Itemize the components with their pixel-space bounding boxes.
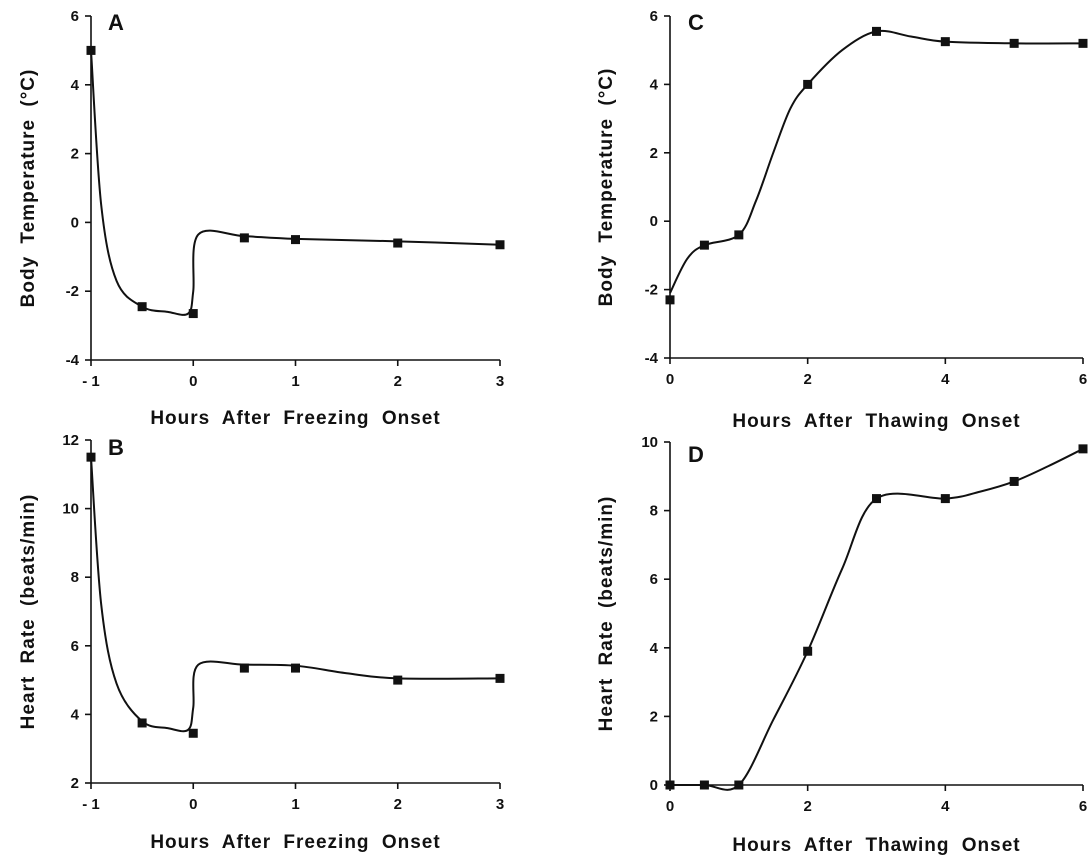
data-point	[872, 494, 881, 504]
y-tick-label: 0	[650, 777, 658, 794]
data-point	[291, 663, 300, 673]
panel-c: -4 -2 0 2 4 6 0 2 4 6 C Hours After Thawing Onset Bo…	[596, 8, 1088, 432]
data-point	[291, 235, 300, 245]
data-point	[1009, 476, 1019, 486]
y-axis-title: Heart Rate (beats/min)	[18, 494, 39, 730]
y-tick-label: 0	[650, 213, 658, 230]
y-tick-label: 8	[71, 569, 79, 586]
data-point	[393, 675, 403, 685]
x-tick-label: 1	[291, 796, 299, 813]
data-point	[1078, 444, 1088, 454]
y-tick-label: -2	[66, 283, 79, 300]
y-tick-label: -2	[645, 282, 658, 299]
y-tick-label: -4	[66, 352, 80, 369]
x-tick-label: 2	[394, 796, 402, 813]
data-point	[239, 233, 249, 243]
series-line	[90, 50, 501, 316]
data-point	[734, 780, 744, 790]
y-axis-title: Body Temperature (°C)	[18, 69, 39, 308]
y-tick-label: 8	[650, 503, 658, 520]
series-line	[669, 29, 1084, 294]
x-tick-label: 2	[803, 371, 811, 388]
x-tick-label: 3	[496, 796, 504, 813]
x-tick-label: - 1	[82, 373, 100, 390]
y-axis-title: Heart Rate (beats/min)	[596, 496, 617, 732]
x-tick-label: 6	[1079, 371, 1087, 388]
x-tick-label: 0	[189, 796, 197, 813]
data-point	[495, 673, 505, 683]
data-point	[1009, 38, 1019, 48]
x-tick-label: 3	[496, 373, 504, 390]
data-point	[665, 295, 675, 305]
x-tick-label: 0	[189, 373, 197, 390]
data-point	[188, 309, 198, 319]
data-point	[86, 452, 96, 462]
data-point	[188, 728, 198, 738]
x-tick-label: - 1	[82, 796, 100, 813]
y-tick-label: 4	[71, 706, 80, 723]
x-axis-title: Hours After Freezing Onset	[150, 832, 440, 853]
data-point	[1078, 38, 1088, 48]
data-point	[872, 26, 881, 36]
x-axis-title: Hours After Thawing Onset	[732, 835, 1020, 856]
panel-letter: C	[688, 10, 704, 35]
y-tick-label: 2	[650, 145, 658, 162]
y-tick-label: 6	[650, 8, 658, 25]
data-point	[699, 240, 709, 250]
data-point	[699, 780, 709, 790]
data-point	[393, 238, 403, 248]
y-axis-title: Body Temperature (°C)	[596, 68, 617, 307]
y-tick-label: 0	[71, 214, 79, 231]
x-tick-label: 0	[666, 371, 674, 388]
y-tick-label: 10	[62, 501, 79, 518]
y-tick-label: 4	[650, 76, 659, 93]
series-line	[90, 457, 501, 733]
panel-letter: B	[108, 435, 124, 460]
data-point	[137, 302, 147, 312]
y-tick-label: 10	[641, 434, 658, 451]
x-tick-label: 6	[1079, 798, 1087, 815]
panel-d: 0 2 4 6 8 10 0 2 4 6 D Hours After Thawing Onset Hea…	[596, 434, 1088, 856]
y-tick-label: 2	[71, 775, 79, 792]
y-tick-label: 4	[650, 640, 659, 657]
x-tick-label: 4	[941, 798, 950, 815]
panel-letter: D	[688, 442, 704, 467]
y-tick-label: 4	[71, 77, 80, 94]
y-tick-label: 6	[71, 638, 79, 655]
x-tick-label: 0	[666, 798, 674, 815]
data-point	[665, 780, 675, 790]
data-point	[239, 663, 249, 673]
y-tick-label: 6	[71, 8, 79, 25]
data-point	[137, 718, 147, 728]
y-tick-label: 6	[650, 571, 658, 588]
y-tick-label: -4	[645, 350, 659, 367]
y-tick-label: 2	[650, 708, 658, 725]
x-axis-title: Hours After Freezing Onset	[150, 408, 440, 429]
x-axis-title: Hours After Thawing Onset	[732, 411, 1020, 432]
data-point	[803, 646, 813, 656]
x-tick-label: 2	[803, 798, 811, 815]
panel-a: -4 -2 0 2 4 6 - 1 0 1 2 3 A Hours After Freezing Ons…	[18, 8, 505, 429]
x-tick-label: 2	[394, 373, 402, 390]
data-point	[86, 45, 96, 55]
panel-letter: A	[108, 10, 124, 35]
x-tick-label: 1	[291, 373, 299, 390]
data-point	[495, 240, 505, 250]
y-tick-label: 12	[62, 432, 79, 449]
data-point	[940, 494, 950, 504]
x-tick-label: 4	[941, 371, 950, 388]
y-tick-label: 2	[71, 146, 79, 163]
data-point	[940, 37, 950, 47]
data-point	[734, 230, 744, 240]
data-point	[803, 79, 813, 89]
